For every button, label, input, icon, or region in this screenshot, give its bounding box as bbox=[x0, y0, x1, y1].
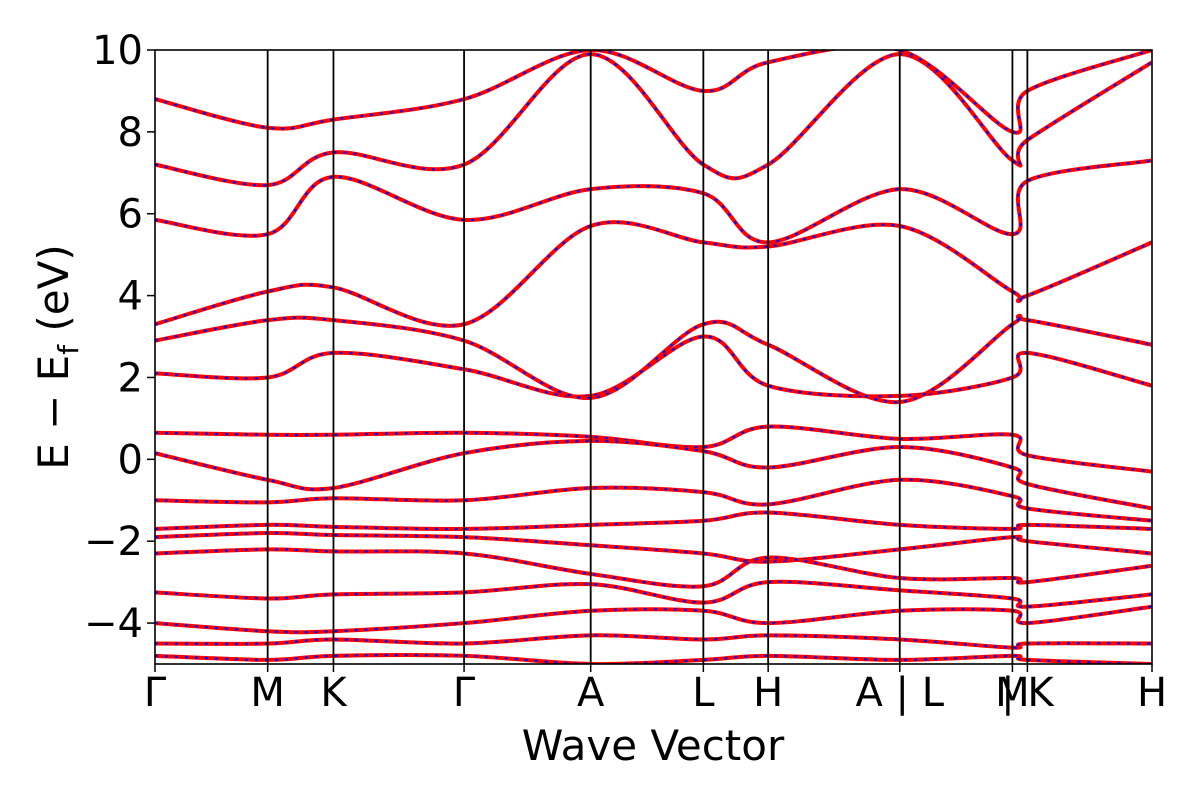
band-line-red bbox=[155, 334, 1152, 399]
x-tick-label: | K bbox=[1001, 670, 1055, 716]
y-tick-label: 0 bbox=[118, 437, 143, 483]
band-line-red bbox=[155, 52, 1152, 188]
band-line-blue bbox=[155, 50, 1152, 134]
y-axis-label-unit: (eV) bbox=[29, 244, 78, 345]
band-line-blue bbox=[155, 221, 1152, 327]
y-tick-label: 6 bbox=[118, 192, 143, 238]
band-line-red bbox=[155, 313, 1152, 405]
x-tick-label: A | L bbox=[855, 670, 944, 716]
y-axis-label-subscript: f bbox=[52, 344, 85, 355]
y-axis-label: E − Ef (eV) bbox=[29, 244, 85, 470]
band-line-red bbox=[155, 510, 1152, 531]
band-line-red bbox=[155, 220, 1152, 328]
band-line-red bbox=[155, 579, 1152, 609]
y-axis-ticks: 10 8 6 4 2 0 −2 −4 bbox=[84, 28, 155, 647]
y-tick-label: 2 bbox=[118, 355, 143, 401]
high-symmetry-lines bbox=[266, 50, 1029, 664]
band-line-blue bbox=[155, 425, 1152, 473]
x-tick-label: K bbox=[320, 670, 348, 716]
band-line-red bbox=[155, 633, 1152, 650]
band-line-red bbox=[155, 50, 1152, 135]
band-line-red bbox=[155, 477, 1152, 523]
y-tick-label: 10 bbox=[92, 28, 143, 74]
band-line-blue bbox=[155, 314, 1152, 404]
y-tick-label: −4 bbox=[84, 601, 143, 647]
x-axis-label: Wave Vector bbox=[522, 721, 785, 770]
x-tick-label: L bbox=[692, 670, 715, 716]
y-tick-label: 4 bbox=[118, 274, 143, 320]
band-line-blue bbox=[155, 335, 1152, 398]
band-line-red bbox=[155, 547, 1152, 589]
band-line-red bbox=[155, 653, 1152, 664]
x-tick-label: Γ bbox=[144, 670, 167, 716]
band-line-blue bbox=[155, 548, 1152, 588]
y-axis-label-main: E − E bbox=[29, 355, 78, 470]
band-line-blue bbox=[155, 605, 1152, 634]
y-tick-label: 8 bbox=[118, 110, 143, 156]
plot-frame bbox=[154, 49, 1153, 665]
x-tick-label: H bbox=[1137, 670, 1167, 716]
x-tick-label: A bbox=[577, 670, 605, 716]
x-tick-label: M bbox=[250, 670, 285, 716]
band-line-blue bbox=[155, 531, 1152, 563]
y-tick-label: −2 bbox=[84, 519, 143, 565]
x-tick-label: M bbox=[995, 670, 1030, 716]
band-lines bbox=[155, 50, 1152, 664]
x-tick-label: Γ bbox=[453, 670, 476, 716]
x-tick-label: H bbox=[753, 670, 783, 716]
